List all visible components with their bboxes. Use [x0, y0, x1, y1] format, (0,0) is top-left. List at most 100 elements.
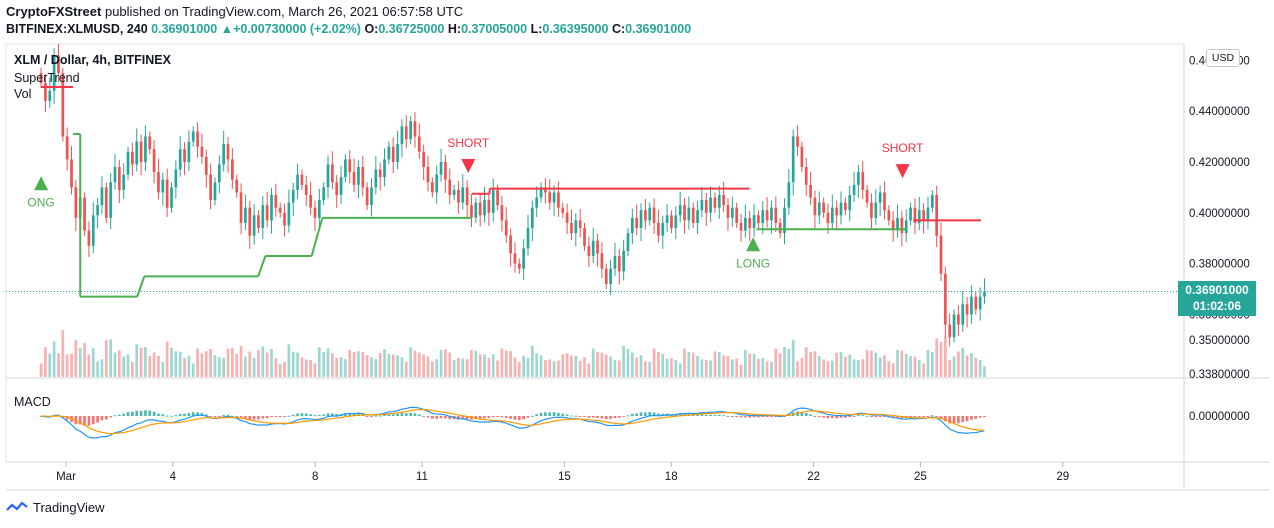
macd-histogram-bar [309, 414, 312, 416]
supertrend-connector [310, 217, 324, 257]
macd-histogram-bar [539, 412, 543, 416]
volume-bar [800, 357, 804, 377]
macd-histogram-bar [83, 416, 86, 426]
macd-histogram-bar [578, 416, 582, 417]
candle [700, 200, 704, 211]
volume-bar [983, 366, 986, 377]
macd-legend[interactable]: MACD [14, 395, 51, 409]
macd-histogram-bar [235, 416, 239, 417]
candle [404, 126, 408, 140]
tradingview-brand[interactable]: TradingView [6, 500, 105, 515]
macd-histogram-bar [826, 416, 830, 419]
candle [461, 187, 465, 203]
candle [861, 172, 865, 190]
macd-histogram-bar [491, 416, 495, 418]
macd-histogram-bar [813, 416, 817, 417]
candle [639, 210, 643, 229]
macd-histogram-bar [131, 411, 134, 416]
volume-legend[interactable]: Vol [14, 87, 32, 101]
volume-bar [231, 347, 234, 377]
volume-bar [687, 352, 691, 377]
candle [652, 207, 656, 223]
macd-histogram-bar [913, 416, 917, 418]
volume-bar [883, 355, 886, 377]
volume-bar [974, 358, 978, 377]
macd-histogram-bar [717, 414, 721, 416]
macd-histogram-bar [109, 416, 112, 418]
macd-histogram-bar [96, 416, 99, 423]
volume-bar [652, 348, 656, 377]
candle [261, 205, 265, 229]
volume-bar [604, 354, 608, 377]
macd-histogram-bar [939, 416, 943, 419]
volume-bar [157, 355, 160, 377]
candle [665, 215, 669, 223]
candle [209, 174, 212, 201]
volume-bar [239, 346, 243, 377]
volume-bar [374, 359, 378, 377]
currency-button[interactable]: USD [1206, 49, 1240, 67]
macd-histogram-bar [87, 416, 91, 426]
open-value: 0.36725000 [378, 22, 445, 36]
macd-histogram-bar [74, 416, 78, 425]
volume-bar [409, 347, 412, 377]
candle [61, 72, 65, 137]
candle [683, 205, 686, 221]
macd-histogram-bar [909, 416, 912, 418]
candle [900, 217, 904, 234]
change-value: +0.00730000 (+2.02%) [233, 22, 361, 36]
volume-bar [752, 354, 756, 377]
macd-histogram-bar [313, 415, 317, 417]
candle [152, 149, 156, 173]
macd-histogram-bar [257, 416, 260, 420]
volume-bar [300, 357, 304, 377]
macd-histogram-bar [617, 416, 621, 418]
macd-histogram-bar [378, 415, 382, 417]
candle [317, 200, 321, 218]
volume-bar [657, 352, 660, 377]
candle [326, 164, 330, 188]
candle [944, 273, 947, 325]
candle [770, 207, 773, 221]
volume-bar [461, 358, 465, 377]
macd-histogram-bar [439, 416, 443, 419]
candle [630, 217, 634, 234]
macd-histogram-bar [187, 412, 191, 416]
macd-histogram-bar [322, 414, 326, 416]
macd-histogram-bar [383, 414, 386, 416]
candle [548, 192, 552, 203]
volume-bar [126, 354, 130, 377]
macd-histogram-bar [426, 416, 430, 418]
candle [578, 220, 582, 229]
candle [444, 161, 447, 180]
volume-bar [557, 360, 560, 377]
macd-histogram-bar [744, 416, 747, 418]
macd-histogram-bar [526, 416, 530, 418]
volume-bar [926, 350, 930, 377]
macd-histogram-bar [691, 414, 695, 416]
axis-tick-label: 0.00000000 [1189, 411, 1250, 423]
volume-bar [317, 347, 321, 377]
volume-bar [361, 351, 365, 377]
volume-bar [539, 355, 543, 377]
supertrend-legend[interactable]: SuperTrend [14, 71, 80, 85]
volume-bar [104, 340, 108, 377]
macd-histogram-bar [857, 415, 860, 417]
candle [574, 220, 578, 234]
candle [704, 200, 708, 213]
macd-histogram-bar [370, 416, 373, 417]
volume-bar [91, 348, 95, 377]
candle [39, 72, 43, 84]
volume-bar [422, 354, 426, 377]
volume-bar [457, 358, 460, 377]
macd-histogram-bar [557, 412, 560, 416]
volume-bar [65, 354, 69, 377]
candle [530, 207, 534, 229]
volume-bar [313, 363, 317, 377]
candle [935, 194, 939, 236]
volume-bar [487, 358, 491, 377]
macd-histogram-bar [622, 416, 625, 417]
volume-bar [726, 356, 730, 377]
macd-histogram-bar [300, 413, 304, 416]
